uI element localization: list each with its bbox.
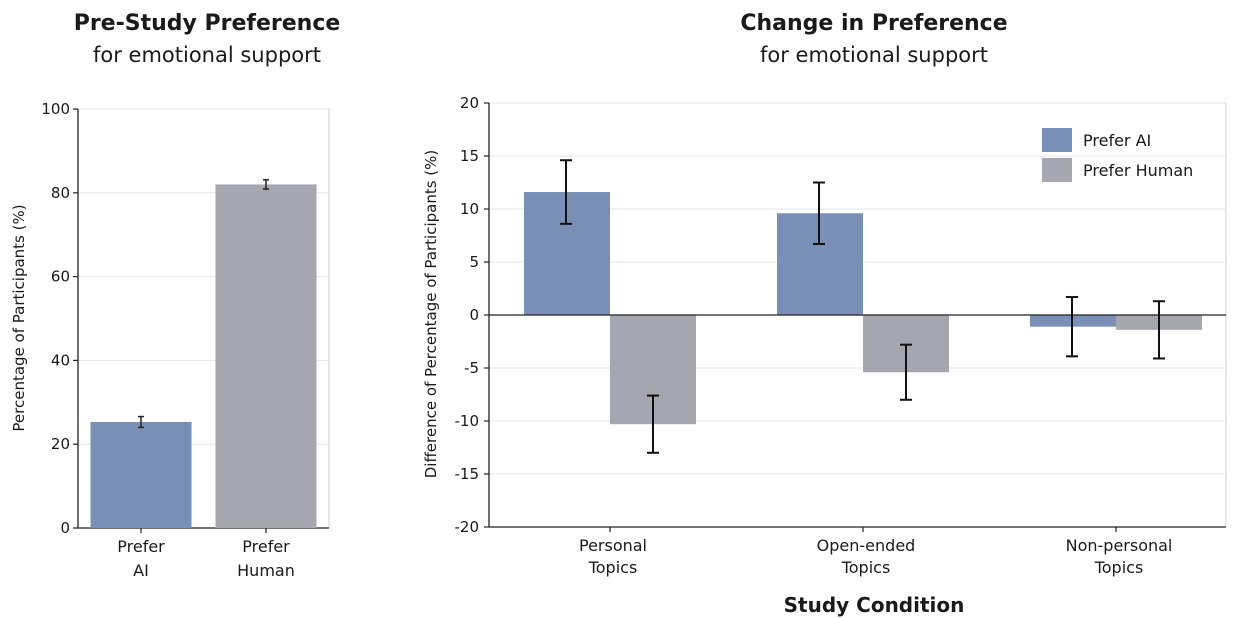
left-y-tick-label: 60 (51, 268, 70, 286)
left-chart-subtitle: for emotional support (93, 43, 321, 67)
left-bar (215, 184, 317, 529)
left-y-tick-label: 0 (60, 519, 70, 537)
right-chart-subtitle: for emotional support (760, 43, 988, 67)
left-y-tick-label: 80 (51, 184, 70, 202)
right-y-tick-label: -5 (464, 359, 479, 377)
legend-label: Prefer Human (1083, 161, 1193, 180)
left-chart-title: Pre-Study Preference (74, 11, 341, 36)
right-y-tick-label: 15 (460, 147, 479, 165)
right-y-tick-label: -10 (455, 412, 480, 430)
right-y-axis-label: Difference of Percentage of Participants… (422, 150, 440, 479)
left-category-label: AI (133, 561, 149, 580)
right-y-tick-label: -15 (455, 465, 480, 483)
left-category-label: Prefer (117, 537, 165, 556)
left-category-label: Human (237, 561, 295, 580)
legend-swatch (1042, 158, 1072, 182)
left-y-tick-label: 100 (41, 100, 70, 118)
right-category-label: Personal (579, 536, 647, 555)
left-y-tick-label: 20 (51, 435, 70, 453)
right-plot-area: -20 -15 -10 -5 0 5 10 15 20 Personal Topics Open-en… (455, 94, 1227, 577)
left-y-axis-label: Percentage of Participants (%) (10, 204, 28, 431)
right-y-tick-label: -20 (455, 518, 480, 536)
right-x-axis-title: Study Condition (784, 593, 965, 617)
right-y-tick-label: 5 (469, 253, 479, 271)
right-y-tick-label: 10 (460, 200, 479, 218)
right-category-label: Topics (1094, 558, 1144, 577)
legend-swatch (1042, 128, 1072, 152)
right-category-label: Non-personal (1066, 536, 1173, 555)
left-y-tick-label: 40 (51, 351, 70, 369)
legend: Prefer AI Prefer Human (1042, 128, 1193, 182)
right-category-label: Topics (841, 558, 891, 577)
left-bar (90, 421, 192, 528)
left-category-label: Prefer (242, 537, 290, 556)
left-plot-area: 0 20 40 60 80 100 Prefer AI Prefer Human (41, 100, 330, 580)
right-category-label: Topics (588, 558, 638, 577)
right-chart-title: Change in Preference (740, 11, 1007, 36)
legend-label: Prefer AI (1083, 131, 1151, 150)
right-y-tick-label: 20 (460, 94, 479, 112)
right-y-tick-label: 0 (469, 306, 479, 324)
right-category-label: Open-ended (817, 536, 916, 555)
